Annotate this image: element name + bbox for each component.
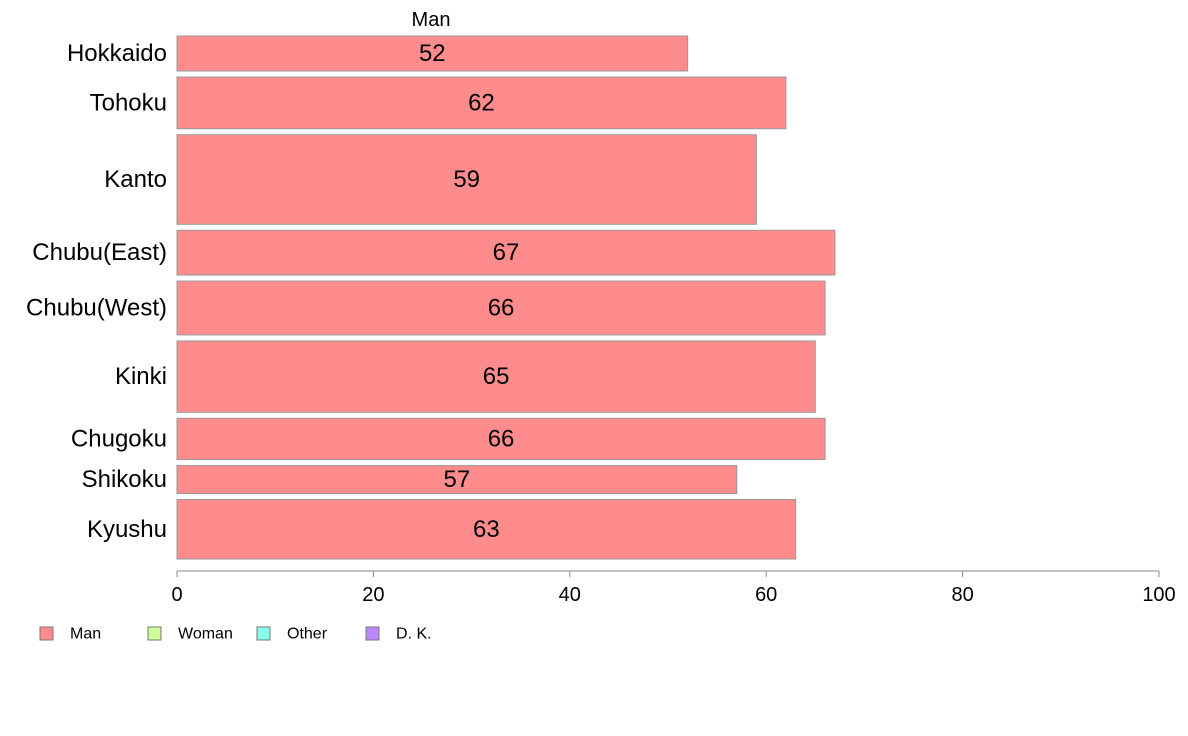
x-tick-label: 100: [1142, 584, 1175, 606]
value-label: 63: [473, 516, 500, 543]
x-tick-label: 40: [559, 584, 581, 606]
series-header: Man: [412, 9, 451, 31]
legend-label: Other: [287, 626, 328, 643]
bars-group: [176, 35, 836, 560]
bar-kinki: [176, 340, 816, 413]
bar-chubu-west-: [176, 280, 826, 336]
legend-swatch-d-k: [365, 626, 380, 641]
x-tick-label: 60: [755, 584, 777, 606]
category-label: Shikoku: [82, 466, 167, 493]
category-label: Tohoku: [90, 89, 167, 116]
category-label: Chubu(East): [32, 239, 167, 266]
category-label: Kyushu: [87, 516, 167, 543]
x-tick-label: 20: [362, 584, 384, 606]
value-label: 62: [468, 89, 495, 116]
category-label: Hokkaido: [67, 40, 167, 67]
value-label: 67: [493, 239, 520, 266]
category-labels-group: Hokkaido Tohoku Kanto Chubu(East) Chubu(West…: [26, 40, 167, 543]
bar-shikoku: [176, 465, 738, 495]
bar-chubu-east-: [176, 229, 836, 276]
bar-hokkaido: [176, 35, 689, 72]
bar-chugoku: [176, 417, 826, 461]
category-label: Kinki: [115, 363, 167, 390]
legend-label: D. K.: [396, 626, 432, 643]
bar-kanto: [176, 134, 757, 225]
x-tick-label: 0: [171, 584, 182, 606]
legend-swatch-man: [39, 626, 54, 641]
legend-swatch-other: [256, 626, 271, 641]
x-tick-label: 80: [951, 584, 973, 606]
bar-tohoku: [176, 76, 787, 130]
category-label: Chugoku: [71, 425, 167, 452]
value-label: 66: [488, 294, 515, 321]
x-axis: 0 20 40 60 80 100: [171, 570, 1176, 606]
legend-swatch-woman: [147, 626, 162, 641]
category-label: Chubu(West): [26, 294, 167, 321]
value-label: 52: [419, 40, 446, 67]
category-label: Kanto: [104, 166, 167, 193]
bar-kyushu: [176, 499, 797, 560]
value-label: 59: [453, 166, 480, 193]
value-label: 66: [488, 425, 515, 452]
legend: Man Woman Other D. K.: [39, 626, 432, 643]
value-label: 65: [483, 363, 510, 390]
legend-label: Woman: [178, 626, 233, 643]
value-label: 57: [444, 466, 471, 493]
legend-label: Man: [70, 626, 101, 643]
